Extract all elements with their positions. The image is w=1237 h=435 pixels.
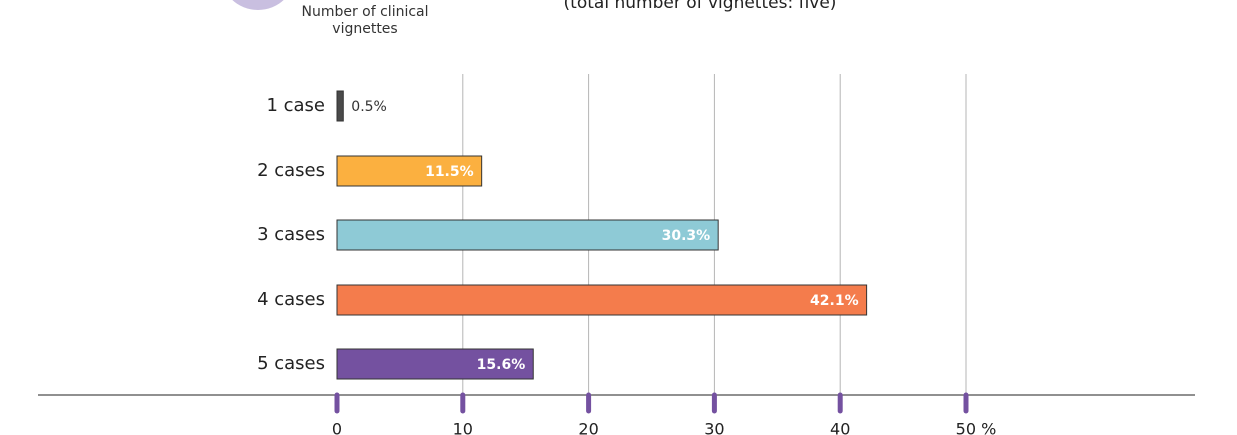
value-label: 11.5% <box>425 164 474 180</box>
bar <box>336 90 344 122</box>
x-tick-label: 20 <box>578 420 598 435</box>
y-axis-label: Number of clinical vignettes <box>301 4 429 37</box>
x-tick-label: 10 <box>453 420 473 435</box>
value-label: 15.6% <box>477 357 526 373</box>
x-tick-label: 0 <box>332 420 342 435</box>
value-label: 30.3% <box>662 228 711 244</box>
y-tick-label: 4 cases <box>257 289 325 310</box>
x-tick-label: 40 <box>830 420 850 435</box>
y-tick-label: 1 case <box>266 95 325 116</box>
value-label: 42.1% <box>810 293 859 309</box>
value-label: 0.5% <box>351 99 387 115</box>
y-tick-label: 5 cases <box>257 353 325 374</box>
bar <box>336 348 534 380</box>
bar <box>336 219 719 251</box>
decoration-circle <box>232 0 284 10</box>
bar <box>336 284 868 316</box>
bar <box>336 155 483 187</box>
y-tick-label: 2 cases <box>257 160 325 181</box>
x-tick-label: 50 % <box>956 420 997 435</box>
y-tick-label: 3 cases <box>257 224 325 245</box>
chart-subtitle: (total number of vignettes: five) <box>564 0 837 13</box>
x-tick-label: 30 <box>704 420 724 435</box>
